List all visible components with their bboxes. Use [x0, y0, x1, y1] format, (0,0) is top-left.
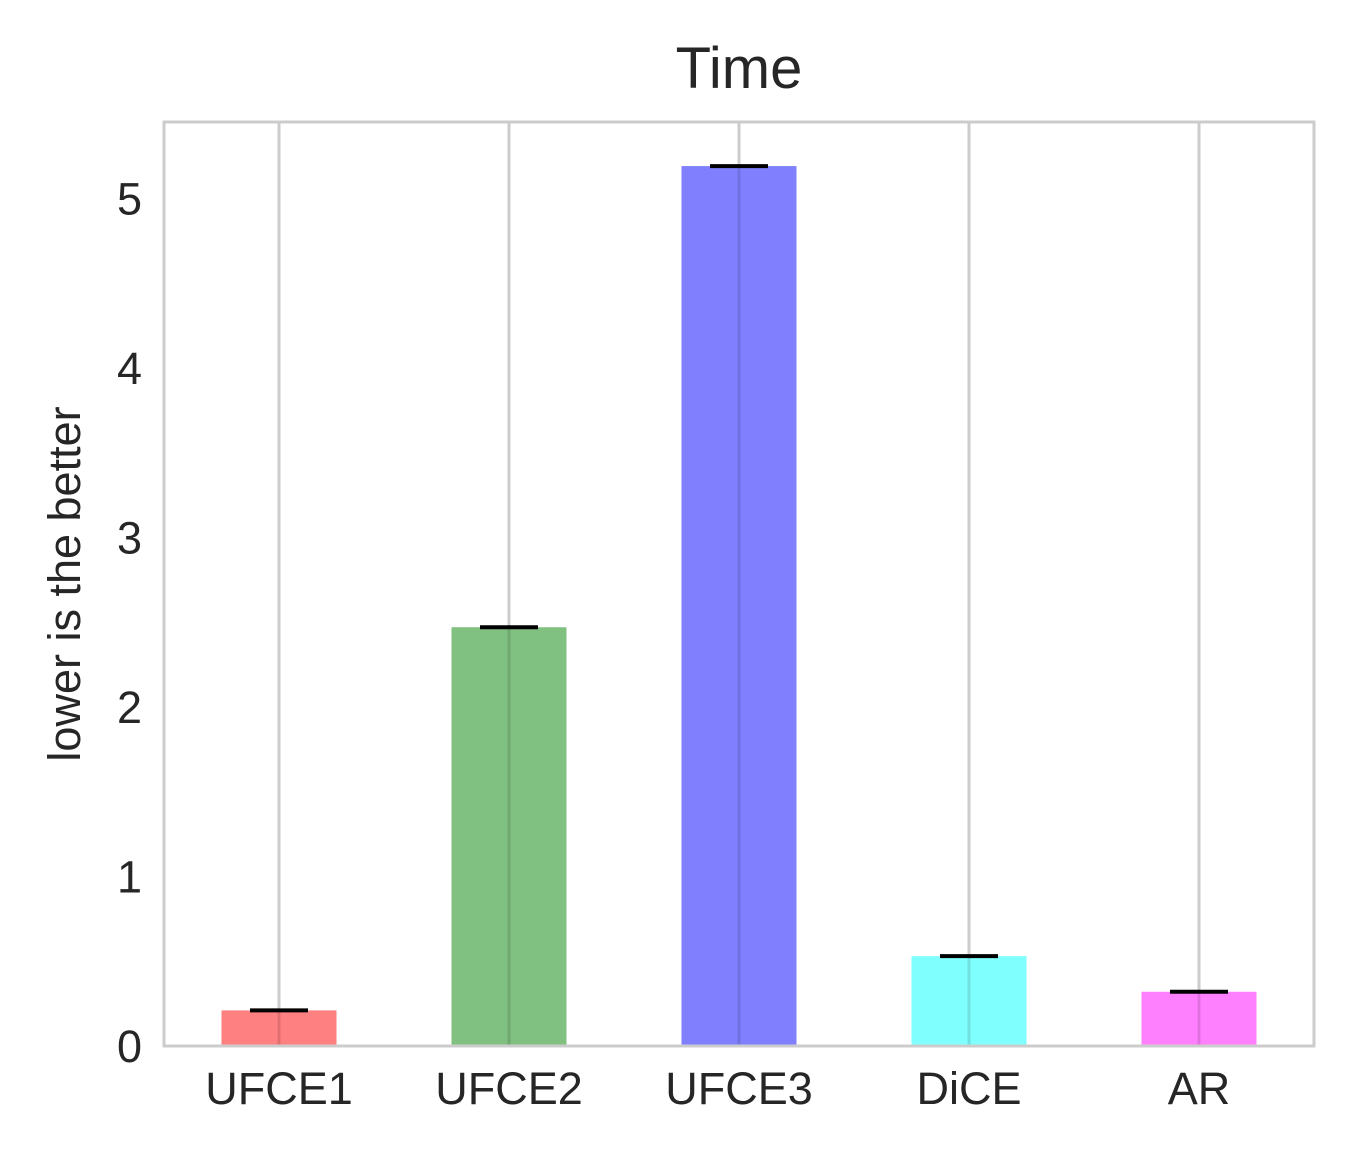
y-tick-label: 5 — [117, 173, 142, 224]
y-tick-label: 4 — [117, 343, 142, 394]
plot-frame — [162, 120, 1316, 1048]
y-tick-labels: 0 1 2 3 4 5 — [117, 173, 142, 1072]
y-tick-label: 3 — [117, 512, 142, 563]
bar-ufce1 — [221, 1010, 337, 1046]
y-tick-label: 1 — [117, 851, 142, 902]
bar-ufce3 — [681, 166, 797, 1046]
x-tick-label: UFCE3 — [665, 1063, 813, 1114]
x-tick-label: UFCE1 — [205, 1063, 353, 1114]
x-tick-labels: UFCE1 UFCE2 UFCE3 DiCE AR — [205, 1063, 1230, 1114]
bar-dice — [911, 956, 1027, 1046]
y-tick-label: 2 — [117, 682, 142, 733]
x-tick-label: UFCE2 — [435, 1063, 583, 1114]
x-tick-label: AR — [1168, 1063, 1231, 1114]
x-tick-label: DiCE — [916, 1063, 1021, 1114]
bar-ufce2 — [451, 627, 567, 1046]
grid-overlay-layer — [277, 166, 1201, 1046]
bar-ar — [1141, 991, 1257, 1046]
y-tick-label: 0 — [117, 1021, 142, 1072]
bar-layer — [221, 166, 1257, 1046]
y-axis-label: lower is the better — [39, 406, 90, 761]
chart-title: Time — [676, 36, 803, 101]
errorbar-layer — [250, 164, 1228, 1013]
